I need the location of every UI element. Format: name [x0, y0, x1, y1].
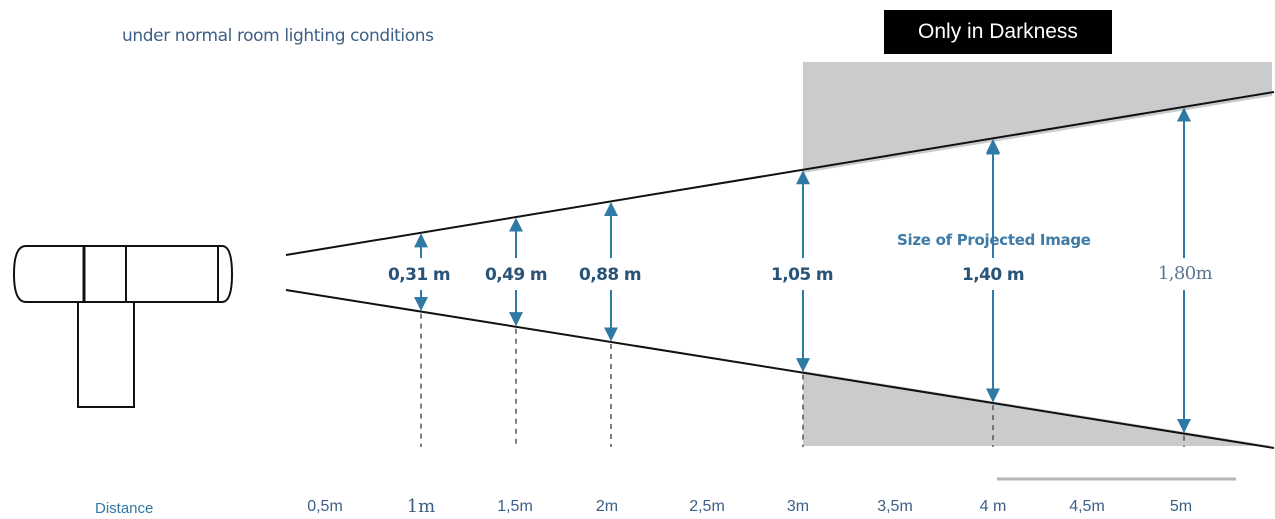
- projector-icon: [12, 245, 234, 408]
- dark-zone-bottom: [803, 371, 1272, 446]
- distance-guide-lines: [420, 313, 1185, 447]
- measurement-label: 0,88 m: [579, 265, 642, 285]
- dark-zone-top: [803, 62, 1272, 173]
- distance-tick: 3,5m: [877, 498, 913, 515]
- distance-tick: 2m: [595, 498, 619, 515]
- distance-tick: 2,5m: [689, 498, 725, 515]
- measurement-label: 1,05 m: [771, 265, 834, 285]
- projected-image-caption: Size of Projected Image: [897, 231, 1091, 249]
- distance-axis-title: Distance: [95, 500, 154, 517]
- distance-tick: 1,5m: [497, 498, 533, 515]
- distance-tick: 0,5m: [307, 498, 343, 515]
- measurement-label: 0,31 m: [388, 265, 451, 285]
- cone-top-edge: [285, 91, 1275, 256]
- distance-tick: 1m: [406, 496, 436, 517]
- distance-tick: 5m: [1169, 498, 1193, 515]
- darkness-label: Only in Darkness: [918, 20, 1078, 43]
- measurement-label: 0,49 m: [485, 265, 548, 285]
- cone-bottom-edge: [285, 289, 1275, 449]
- darkness-badge: [884, 10, 1112, 54]
- normal-lighting-caption: under normal room lighting conditions: [122, 26, 434, 46]
- distance-tick: 4 m: [979, 498, 1007, 515]
- distance-tick: 3m: [786, 498, 810, 515]
- measurement-label: 1,80m: [1157, 263, 1213, 284]
- distance-tick: 4,5m: [1069, 498, 1105, 515]
- measurement-arrows: [414, 107, 1191, 434]
- measurement-label: 1,40 m: [962, 265, 1025, 285]
